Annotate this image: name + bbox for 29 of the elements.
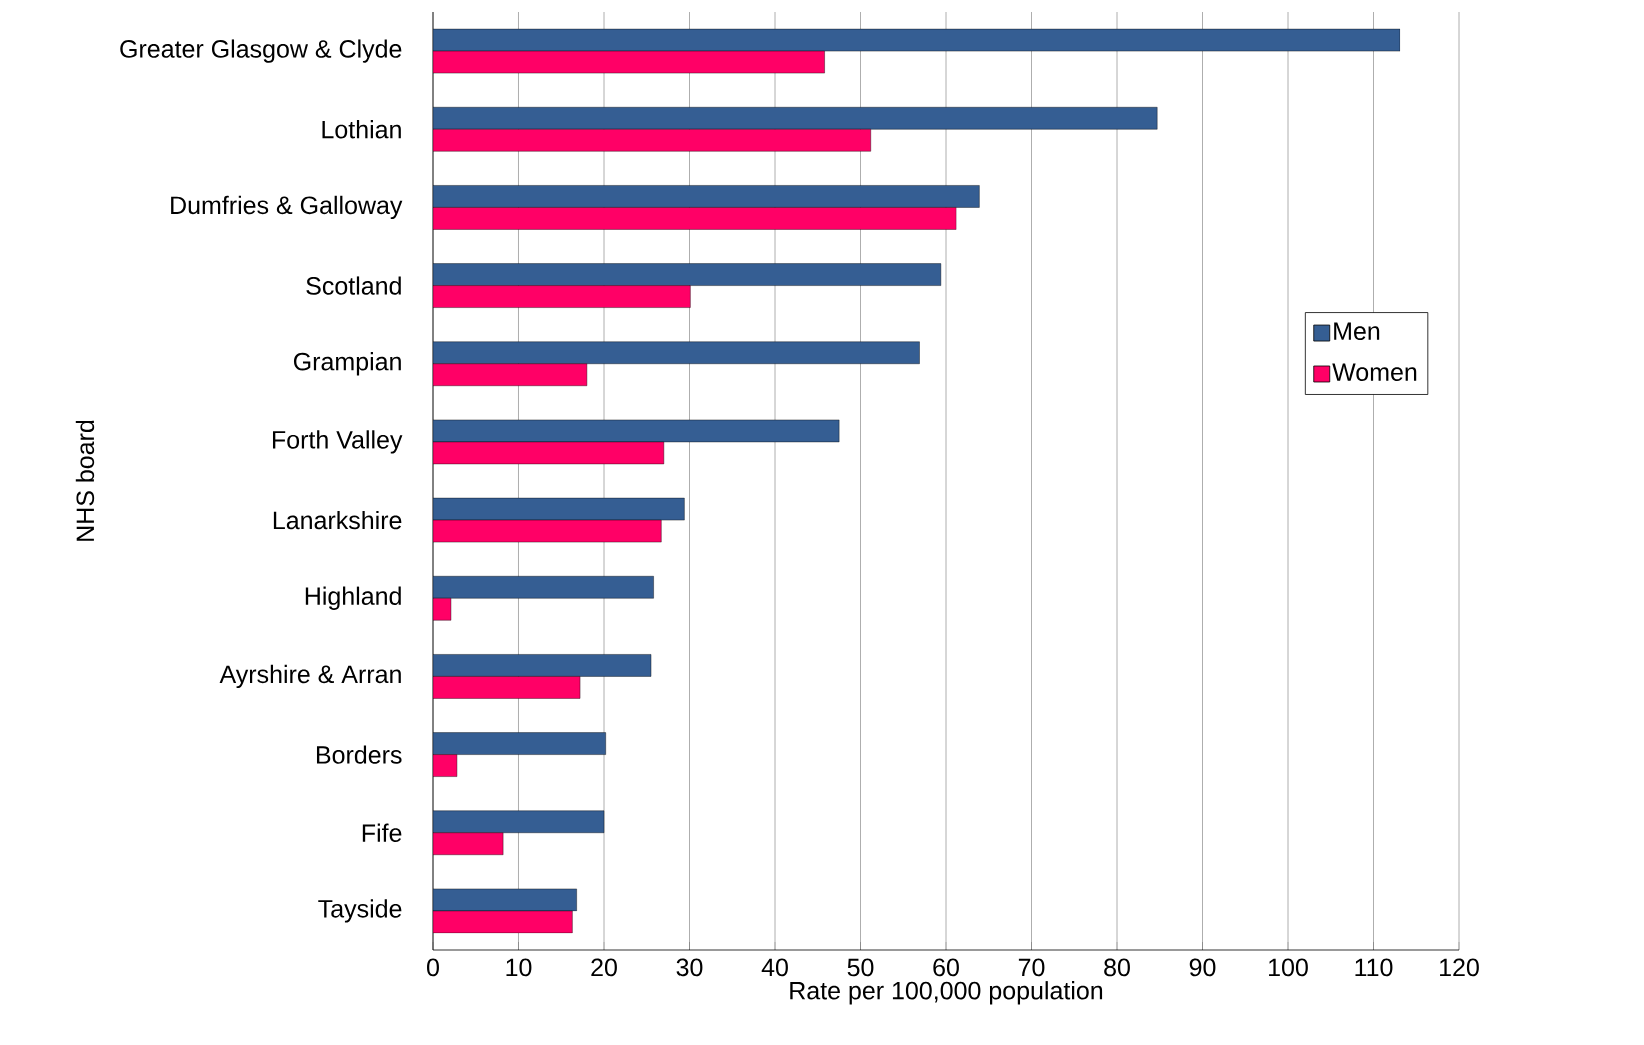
x-tick-label: 100 bbox=[1269, 958, 1308, 977]
x-tick-label: 40 bbox=[761, 958, 788, 977]
y-tick-label: Fife bbox=[362, 823, 402, 842]
y-tick-label: Highland bbox=[305, 586, 401, 610]
y-tick-label: Grampian bbox=[293, 352, 401, 376]
x-tick-label: 0 bbox=[427, 958, 439, 977]
y-tick-label: Forth Valley bbox=[272, 430, 403, 454]
y-tick-label: Lanarkshire bbox=[273, 510, 402, 530]
x-axis-title: Rate per 100,000 population bbox=[790, 981, 1103, 1005]
x-tick-label: 120 bbox=[1440, 958, 1479, 977]
y-tick-label: Borders bbox=[316, 745, 402, 764]
y-tick-label: Dumfries & Galloway bbox=[171, 195, 403, 220]
x-tick-label: 20 bbox=[591, 958, 617, 977]
x-tick-label: 10 bbox=[506, 958, 532, 977]
x-tick-label: 90 bbox=[1189, 958, 1216, 977]
y-tick-label: Ayrshire & Arran bbox=[219, 664, 401, 689]
y-tick-label: Lothian bbox=[322, 120, 401, 139]
y-tick-label: Scotland bbox=[306, 276, 401, 295]
x-tick-label: 80 bbox=[1104, 958, 1130, 977]
y-tick-label: Tayside bbox=[318, 899, 402, 923]
x-tick-label: 50 bbox=[847, 958, 874, 977]
x-tick-label: 60 bbox=[933, 958, 959, 977]
y-tick-label: Greater Glasgow & Clyde bbox=[120, 39, 402, 63]
x-tick-label: 70 bbox=[1018, 958, 1045, 977]
y-axis-title: NHS board bbox=[75, 420, 95, 541]
legend-label: Men bbox=[1334, 322, 1380, 341]
x-tick-label: 30 bbox=[676, 958, 703, 977]
legend-label: Women bbox=[1332, 363, 1417, 381]
x-tick-label: 110 bbox=[1355, 958, 1393, 977]
